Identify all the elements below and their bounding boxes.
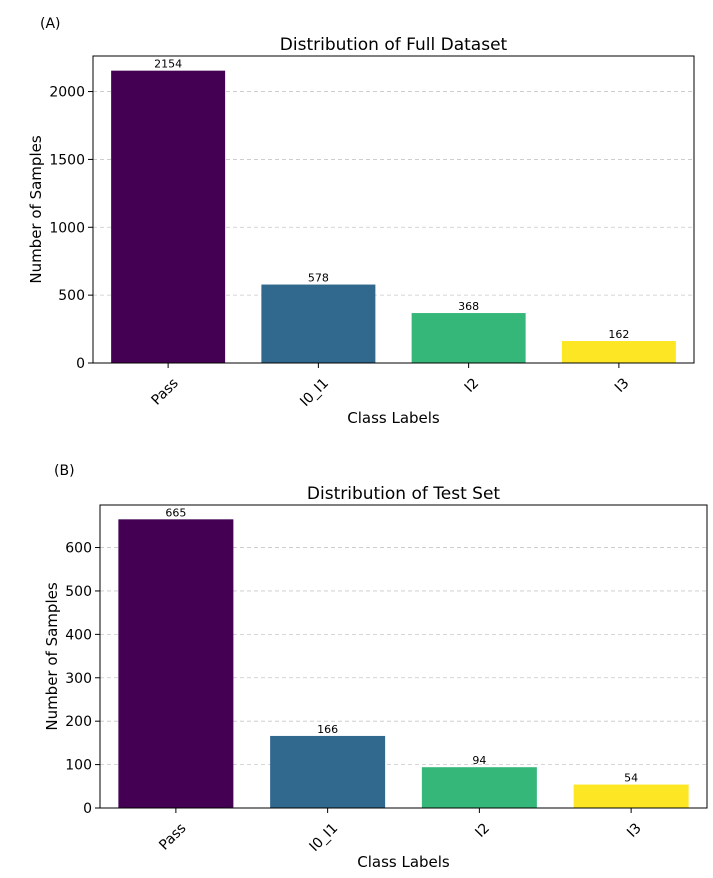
chart-title: Distribution of Test Set <box>307 484 501 504</box>
bar-i2 <box>411 313 526 363</box>
data-label: 54 <box>624 772 638 785</box>
plot-frame <box>92 55 695 364</box>
x-tick-label: I3 <box>612 375 633 396</box>
x-tick-label: Pass <box>149 375 182 408</box>
data-label: 162 <box>608 328 629 341</box>
x-axis-label: Class Labels <box>357 853 450 871</box>
bar-pass <box>118 519 234 808</box>
chart-title: Distribution of Full Dataset <box>280 35 508 55</box>
y-tick-label: 100 <box>65 758 92 774</box>
panel-a: (A) 2154 Pass 578 I0_I1 368 I2 162 I3 0 500 1000 15… <box>27 16 695 427</box>
bar-chart-full-dataset: 2154 Pass 578 I0_I1 368 I2 162 I3 0 500 1000 1500 20… <box>27 35 695 427</box>
y-tick-label: 500 <box>58 288 85 304</box>
data-label: 368 <box>458 300 479 313</box>
panel-label: (A) <box>40 16 61 32</box>
y-axis-label: Number of Samples <box>43 582 61 730</box>
panel-label: (B) <box>54 463 75 479</box>
bar-i2 <box>421 767 537 808</box>
bar-i0-i1 <box>261 284 376 363</box>
panel-b: (B) 665 Pass 166 I0_I1 94 I2 54 I3 0 100 200 300 400… <box>0 440 713 878</box>
y-tick-label: 0 <box>76 356 85 372</box>
y-tick-label: 0 <box>83 801 92 817</box>
data-label: 166 <box>317 723 338 736</box>
y-tick-label: 400 <box>65 627 92 643</box>
data-label: 2154 <box>154 58 182 71</box>
x-axis-label: Class Labels <box>347 409 440 427</box>
y-tick-label: 1500 <box>49 152 85 168</box>
y-tick-label: 500 <box>65 584 92 600</box>
bar-i0-i1 <box>270 735 386 808</box>
bar-i3 <box>561 341 676 363</box>
y-tick-label: 1000 <box>49 220 85 236</box>
y-axis-label: Number of Samples <box>27 135 45 283</box>
bar-pass <box>111 70 226 363</box>
x-tick-label: Pass <box>156 820 189 853</box>
x-tick-label: I0_I1 <box>297 375 332 410</box>
data-label: 578 <box>308 272 329 285</box>
x-tick-label: I3 <box>624 820 645 841</box>
x-tick-label: I2 <box>462 375 483 396</box>
data-label: 94 <box>472 754 486 767</box>
data-label: 665 <box>165 506 186 519</box>
y-tick-label: 600 <box>65 541 92 557</box>
bar-i3 <box>573 784 689 808</box>
y-tick-label: 300 <box>65 671 92 687</box>
bar-chart-test-set: 665 Pass 166 I0_I1 94 I2 54 I3 0 100 200 300 400 500 6… <box>43 484 708 871</box>
x-tick-label: I0_I1 <box>307 820 342 855</box>
y-tick-label: 200 <box>65 714 92 730</box>
x-tick-label: I2 <box>472 820 493 841</box>
y-tick-label: 2000 <box>49 85 85 101</box>
plot-frame <box>99 504 708 809</box>
